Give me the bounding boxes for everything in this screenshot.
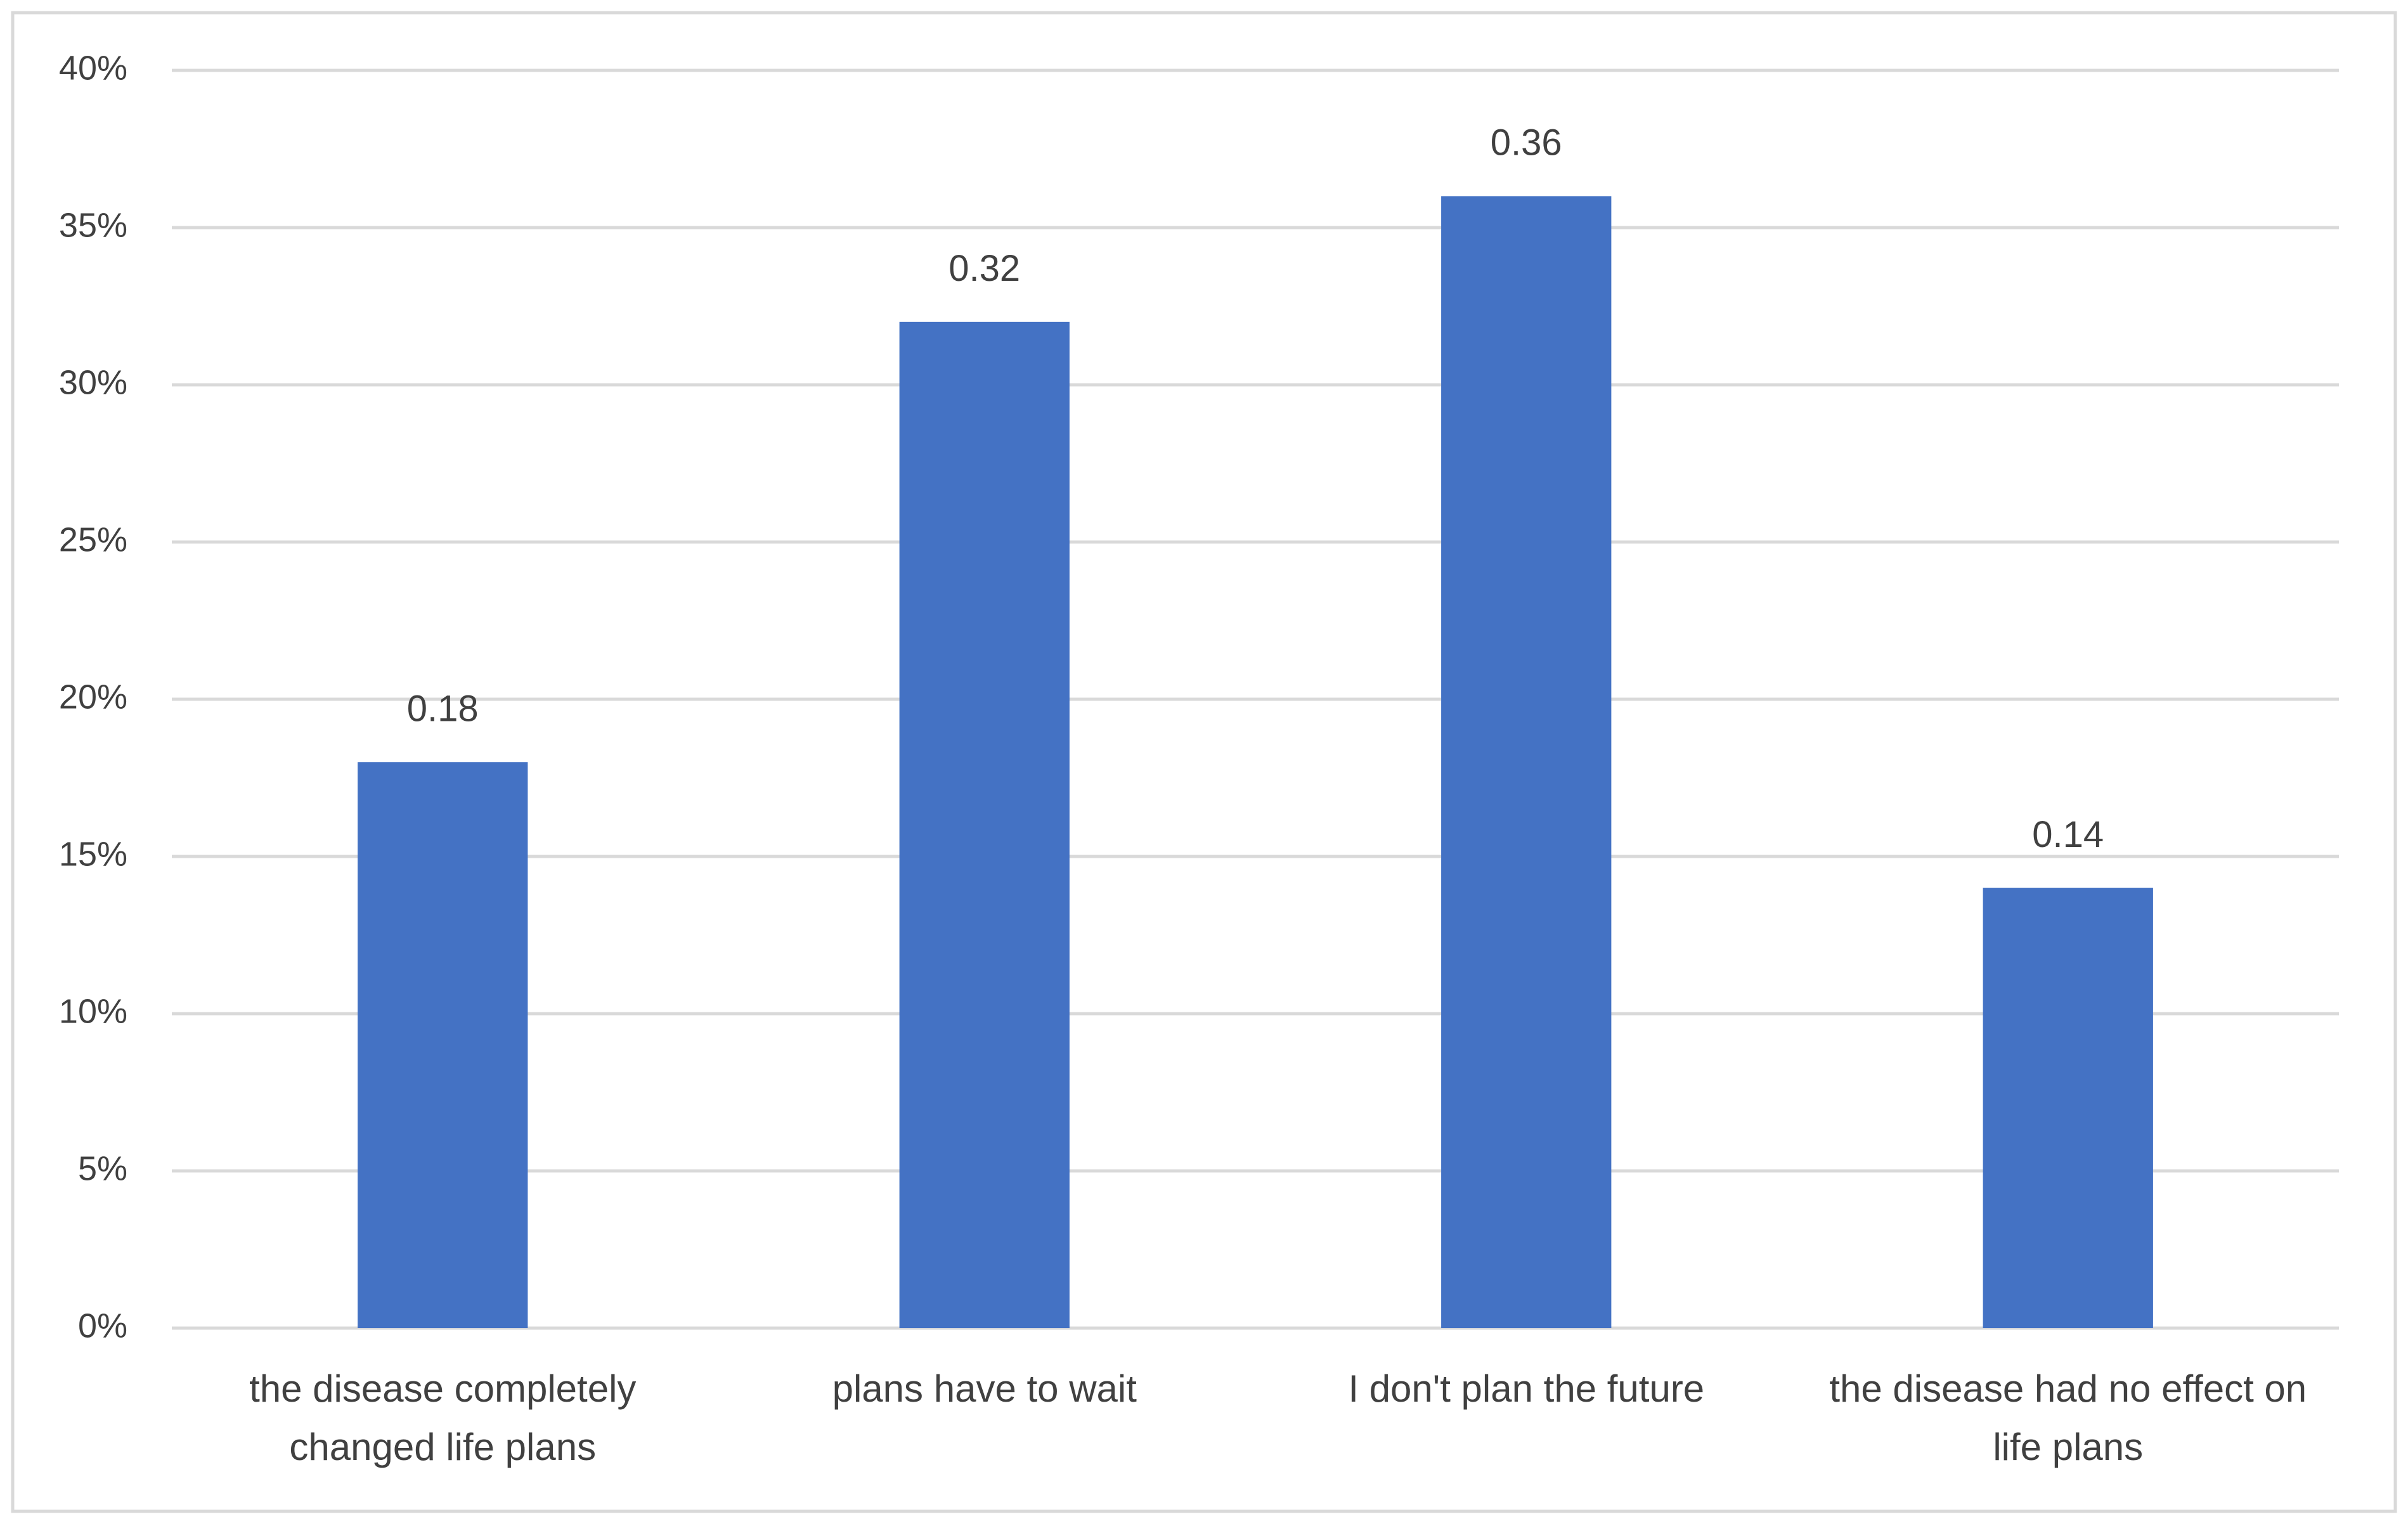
bar: [899, 321, 1070, 1328]
y-tick-label: 15%: [59, 835, 127, 873]
x-tick-label: the disease completely changed life plans: [249, 1367, 636, 1468]
bar: [358, 762, 528, 1328]
bar: [1441, 196, 1612, 1328]
data-label: 0.32: [948, 248, 1020, 289]
x-tick-label: plans have to wait: [832, 1367, 1137, 1410]
y-tick-label: 0%: [78, 1307, 127, 1345]
data-label: 0.36: [1491, 122, 1562, 164]
y-tick-label: 20%: [59, 678, 127, 716]
y-tick-label: 25%: [59, 520, 127, 559]
y-tick-label: 5%: [78, 1149, 127, 1187]
y-tick-label: 30%: [59, 363, 127, 401]
bar: [1983, 888, 2153, 1328]
y-tick-label: 10%: [59, 992, 127, 1030]
data-label: 0.18: [407, 688, 479, 730]
y-tick-label: 35%: [59, 206, 127, 244]
x-tick-label: I don't plan the future: [1348, 1367, 1704, 1410]
y-tick-label: 40%: [59, 49, 127, 87]
x-tick-label: the disease had no effect on life plans: [1829, 1367, 2307, 1468]
data-label: 0.14: [2032, 814, 2104, 855]
